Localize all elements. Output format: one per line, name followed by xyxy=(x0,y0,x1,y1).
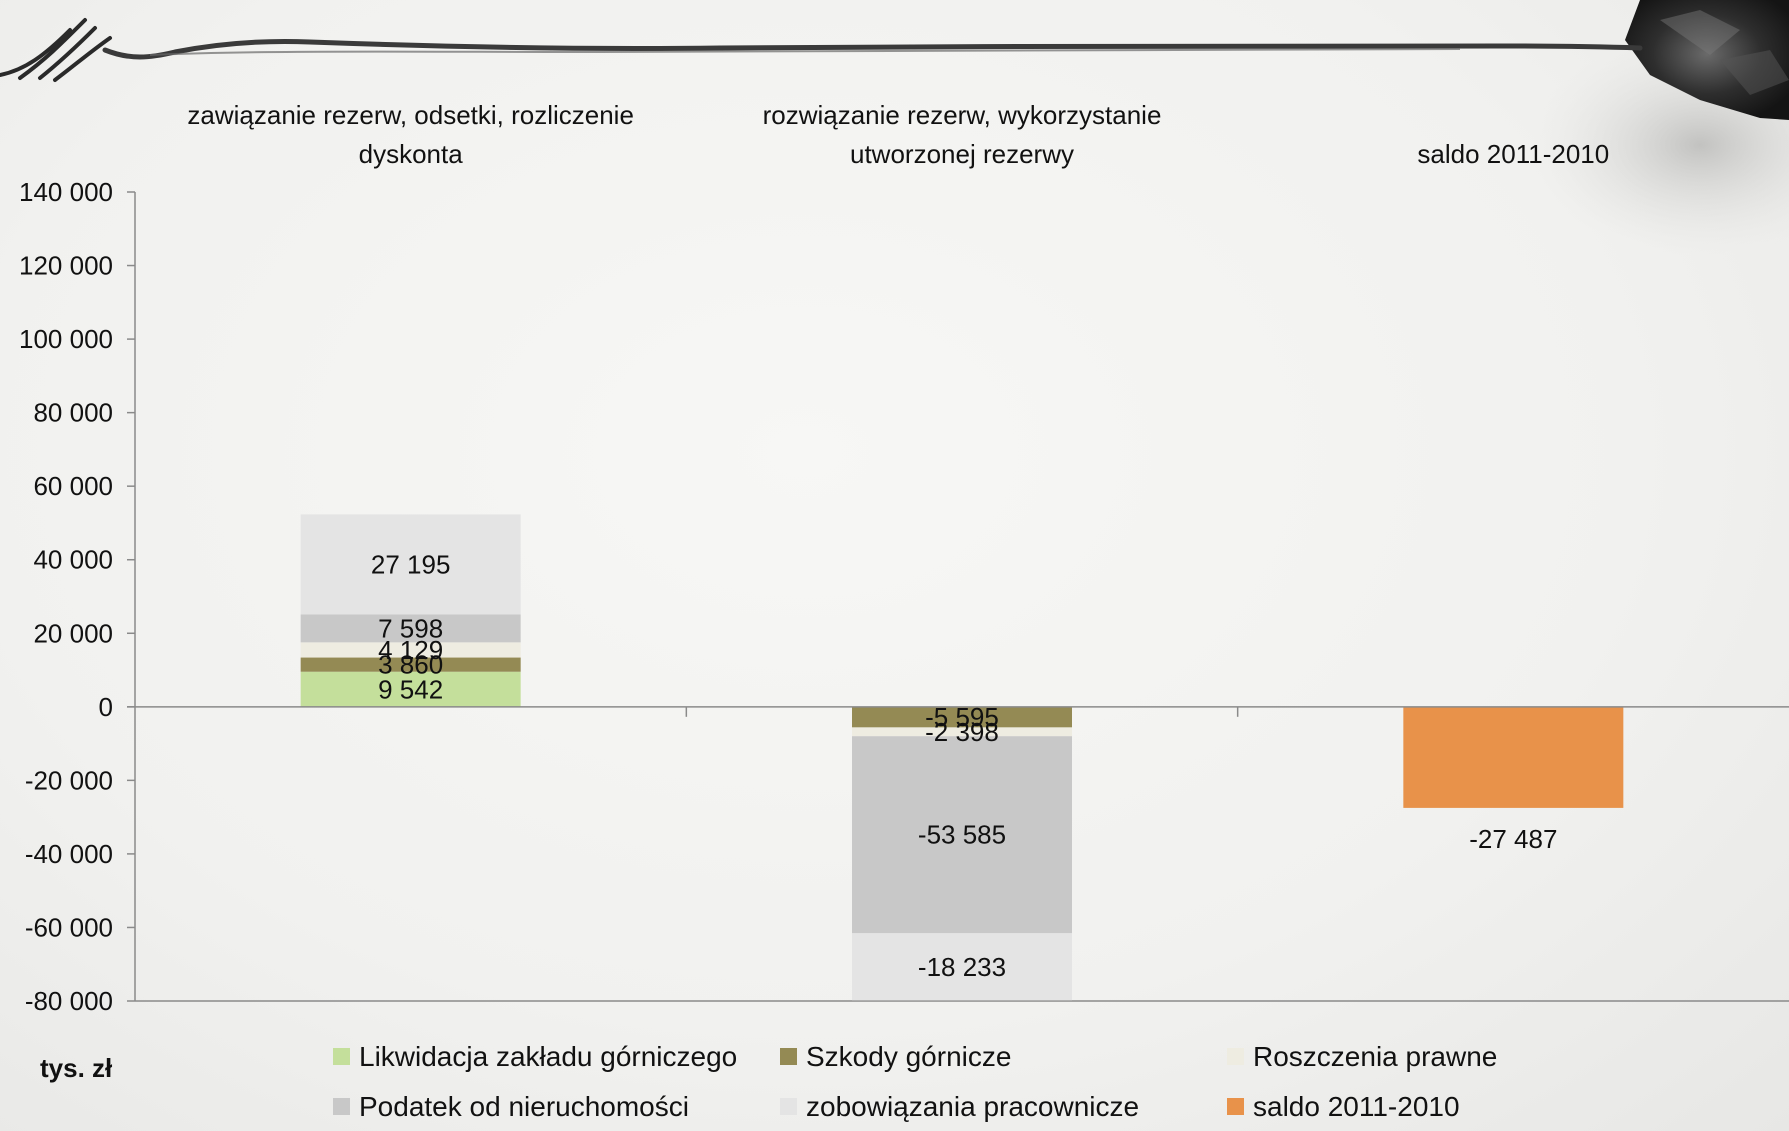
data-label: -2 398 xyxy=(925,717,999,747)
legend-item-label: Podatek od nieruchomości xyxy=(359,1091,689,1122)
legend-swatch xyxy=(780,1098,797,1115)
legend-item-label: Szkody górnicze xyxy=(806,1041,1011,1072)
legend-swatch xyxy=(333,1098,350,1115)
y-tick-label: 80 000 xyxy=(33,398,113,428)
data-label: -27 487 xyxy=(1469,824,1557,854)
y-tick-label: 100 000 xyxy=(19,324,113,354)
bar-segment xyxy=(1403,706,1624,808)
data-label: 3 860 xyxy=(378,650,443,680)
y-tick-label: 140 000 xyxy=(19,177,113,207)
bar-segment xyxy=(300,671,521,707)
data-label: -53 585 xyxy=(918,820,1006,850)
y-tick-label: 40 000 xyxy=(33,545,113,575)
legend-swatch xyxy=(780,1048,797,1065)
y-unit-label: tys. zł xyxy=(40,1053,113,1083)
coal-image xyxy=(1530,0,1789,255)
data-label: -18 233 xyxy=(918,952,1006,982)
bar-segment xyxy=(300,642,521,658)
category-label: zawiązanie rezerw, odsetki, rozliczenie xyxy=(187,100,634,130)
bar-segment xyxy=(852,736,1072,934)
y-tick-label: -60 000 xyxy=(25,912,113,942)
legend-item-label: saldo 2011-2010 xyxy=(1253,1091,1460,1122)
y-tick-label: 120 000 xyxy=(19,251,113,281)
bar-segment xyxy=(300,514,521,615)
bar-segment xyxy=(852,727,1072,737)
category-label: rozwiązanie rezerw, wykorzystanie xyxy=(763,100,1162,130)
bar-segment xyxy=(300,657,521,672)
legend-swatch xyxy=(333,1048,350,1065)
y-tick-label: 60 000 xyxy=(33,471,113,501)
pencil-scribble-decoration xyxy=(0,18,1643,82)
category-label: utworzonej rezerwy xyxy=(850,139,1074,169)
data-label: 7 598 xyxy=(378,613,443,643)
y-tick-label: -40 000 xyxy=(25,839,113,869)
y-tick-label: 0 xyxy=(99,692,113,722)
bar-segment xyxy=(300,614,521,643)
legend-swatch xyxy=(1227,1048,1244,1065)
data-label: 9 542 xyxy=(378,674,443,704)
bar-segment xyxy=(852,933,1072,1001)
bar-segment xyxy=(852,706,1072,728)
legend-item-label: Likwidacja zakładu górniczego xyxy=(359,1041,737,1072)
data-label: 27 195 xyxy=(371,549,451,579)
category-label: saldo 2011-2010 xyxy=(1417,139,1609,169)
y-tick-label: 20 000 xyxy=(33,618,113,648)
data-label: 4 129 xyxy=(378,635,443,665)
y-tick-label: -80 000 xyxy=(25,986,113,1016)
y-tick-label: -20 000 xyxy=(25,765,113,795)
legend-swatch xyxy=(1227,1098,1244,1115)
category-label: dyskonta xyxy=(359,139,464,169)
legend-item-label: Roszczenia prawne xyxy=(1253,1041,1497,1072)
data-label: -5 595 xyxy=(925,702,999,732)
legend-item-label: zobowiązania pracownicze xyxy=(806,1091,1139,1122)
